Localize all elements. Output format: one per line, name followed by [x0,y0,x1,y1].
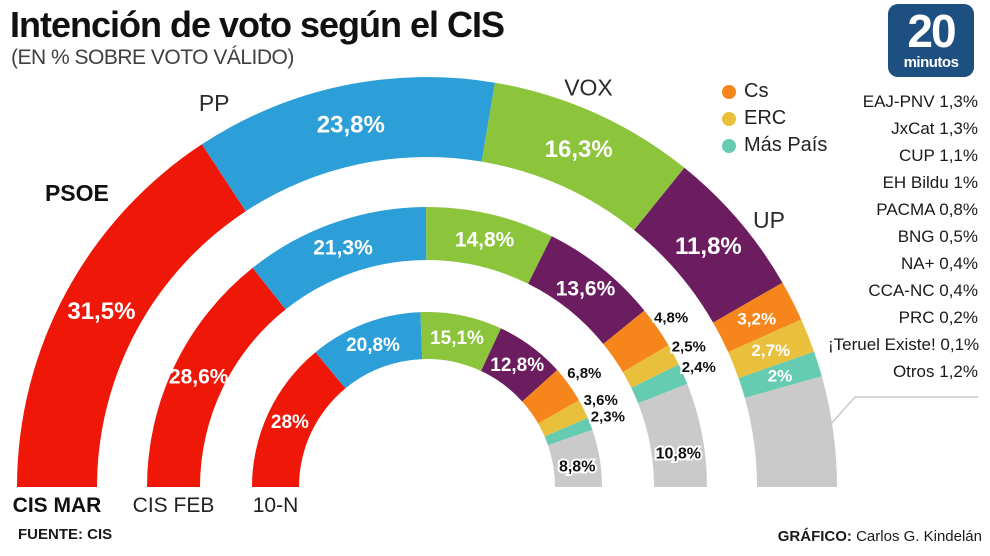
party-label-psoe: PSOE [45,180,109,206]
legend-label: ERC [744,107,787,129]
segment-value-label: 2,4% [682,359,716,376]
others-callout-line [829,396,978,482]
segment-value-label: 8,8% [559,459,595,476]
segment-cis-feb-erc [622,345,679,388]
segment-value-label: 4,8% [654,309,688,326]
others-list-item: CCA-NC 0,4% [868,281,978,300]
others-list-item: PACMA 0,8% [876,200,978,219]
others-list-item: NA+ 0,4% [900,254,978,273]
segment-cis-feb-psoe [147,267,286,487]
page-title: Intención de voto según el CIS [10,4,505,45]
segment-value-label: 10,8% [656,445,701,462]
segment-cis-mar-pp [201,77,495,212]
segment-value-label: 28% [271,412,309,433]
legend-item: Más País [722,132,827,159]
legend: Cs ERC Más País [722,78,827,159]
segment-value-label: 16,3% [545,136,613,163]
segment-value-label: 28,6% [169,365,229,388]
segment-value-label: 31,5% [67,298,135,325]
ring-axis-label: 10-N [253,494,299,517]
segment-cis-feb-cs [603,310,669,373]
segment-cis-mar-up [634,167,783,323]
segment-value-label: 3,6% [584,392,618,409]
segment-cis-mar-erc [728,319,815,379]
ring-axis-label: CIS MAR [13,494,102,517]
credit-note: GRÁFICO: Carlos G. Kindelán [778,528,982,545]
logo-number: 20 [907,5,956,57]
page-subtitle: (EN % SOBRE VOTO VÁLIDO) [11,46,294,69]
brand-logo-20minutos: 20 minutos [888,4,974,77]
segment-10-n-m-s-pa-s [544,418,593,446]
segment-value-label: 2,7% [751,341,790,360]
segment-cis-mar-otros [744,376,837,487]
legend-dot-icon [722,138,736,153]
others-list-item: ¡Teruel Existe! 0,1% [828,335,980,354]
segment-10-n-vox [420,311,501,371]
party-label-pp: PP [199,90,230,116]
others-list-item: JxCat 1,3% [891,119,978,138]
legend-item: Cs [722,78,827,105]
segment-cis-mar-m-s-pa-s [738,351,822,398]
others-list-item: PRC 0,2% [898,308,978,327]
segment-cis-feb-up [528,236,645,344]
segment-cis-feb-pp [252,207,427,310]
segment-cis-mar-psoe [17,144,246,488]
others-list-item: Otros 1,2% [892,362,978,381]
legend-dot-icon [722,111,736,126]
source-note: FUENTE: CIS [18,526,113,543]
segment-value-label: 20,8% [346,335,400,356]
legend-label: Cs [744,80,769,102]
others-list-item: EH Bildu 1% [882,173,978,192]
party-label-vox: VOX [564,74,613,100]
segment-value-label: 13,6% [556,278,616,301]
segment-10-n-cs [522,370,579,424]
segment-value-label: 15,1% [430,328,484,349]
segment-value-label: 3,2% [737,310,776,329]
segment-10-n-erc [538,400,588,437]
ring-axis-label: CIS FEB [133,494,215,517]
segment-10-n-up [481,328,558,402]
others-list-item: CUP 1,1% [898,146,978,165]
segment-value-label: 2,3% [591,409,625,426]
segment-10-n-pp [315,312,423,389]
segment-value-label: 23,8% [317,111,385,138]
legend-dot-icon [722,84,736,99]
segment-cis-mar-cs [713,282,802,353]
segment-10-n-otros [548,429,603,487]
segment-10-n-psoe [252,352,346,487]
segment-cis-feb-m-s-pa-s [631,364,688,404]
segment-value-label: 12,8% [490,355,544,376]
segment-value-label: 2,5% [672,338,706,355]
segment-value-label: 11,8% [675,233,742,260]
segment-value-label: 21,3% [313,236,373,259]
segment-value-label: 14,8% [455,229,515,252]
others-parties-list: EAJ-PNV 1,3% JxCat 1,3% CUP 1,1% EH Bildu 1… [828,88,980,385]
logo-word: minutos [903,54,959,71]
others-list-item: EAJ-PNV 1,3% [862,92,978,111]
legend-label: Más País [744,134,828,156]
legend-item: ERC [722,105,827,132]
others-list-item: BNG 0,5% [897,227,978,246]
segment-cis-feb-otros [638,383,707,487]
party-label-up: UP [753,207,785,233]
credit-name: Carlos G. Kindelán [856,528,982,545]
credit-label: GRÁFICO: [777,528,852,545]
segment-cis-feb-vox [426,206,552,284]
segment-cis-mar-vox [481,82,685,231]
segment-value-label: 6,8% [567,365,601,382]
segment-value-label: 2% [768,367,793,386]
